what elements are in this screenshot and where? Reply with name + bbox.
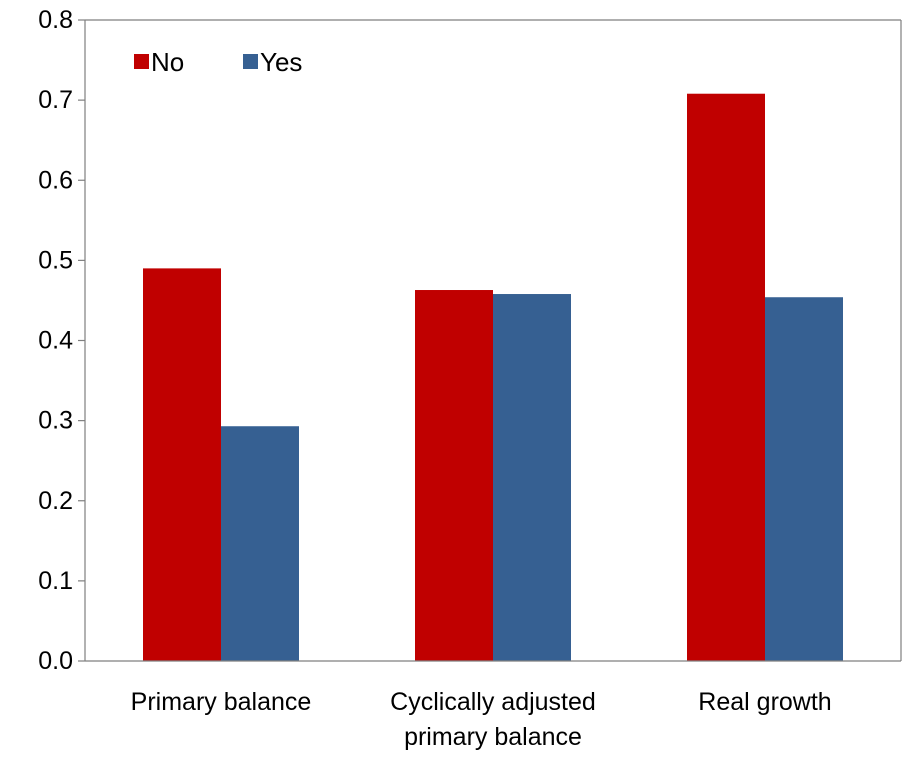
x-tick-label: Real growth (698, 688, 831, 716)
y-tick-label: 0.5 (38, 246, 73, 274)
x-tick-label: Cyclically adjusted primary balance (390, 688, 596, 751)
x-tick-label-line: Cyclically adjusted (390, 688, 596, 716)
y-tick-label: 0.7 (38, 86, 73, 114)
y-tick-label: 0.2 (38, 487, 73, 515)
x-axis: Primary balance Cyclically adjusted primar… (85, 660, 901, 751)
plot-frame (85, 19, 902, 661)
bar-yes-2 (765, 297, 843, 661)
y-tick-label: 0.4 (38, 327, 73, 355)
y-tick-label: 0.0 (38, 647, 73, 675)
legend-swatch-yes (243, 54, 258, 69)
legend-label-no: No (151, 47, 184, 77)
bars (143, 93, 843, 662)
x-tick-label-line: Primary balance (131, 688, 312, 716)
bar-no-1 (415, 290, 493, 661)
y-axis: 0.0 0.1 0.2 0.3 0.4 0.5 0.6 0.7 0.8 (38, 6, 86, 675)
x-tick-label-line: Real growth (698, 688, 831, 716)
y-tick-label: 0.8 (38, 6, 73, 34)
bar-yes-0 (221, 426, 299, 661)
y-tick-label: 0.6 (38, 166, 73, 194)
x-tick-label: Primary balance (131, 688, 312, 716)
y-tick-label: 0.3 (38, 407, 73, 435)
legend: No Yes (134, 47, 302, 77)
bar-no-2 (687, 93, 765, 662)
bar-no-0 (143, 268, 221, 661)
legend-label-yes: Yes (260, 47, 302, 77)
bar-yes-1 (493, 294, 571, 661)
x-tick-label-line: primary balance (404, 723, 582, 751)
legend-swatch-no (134, 54, 149, 69)
y-tick-label: 0.1 (38, 567, 73, 595)
